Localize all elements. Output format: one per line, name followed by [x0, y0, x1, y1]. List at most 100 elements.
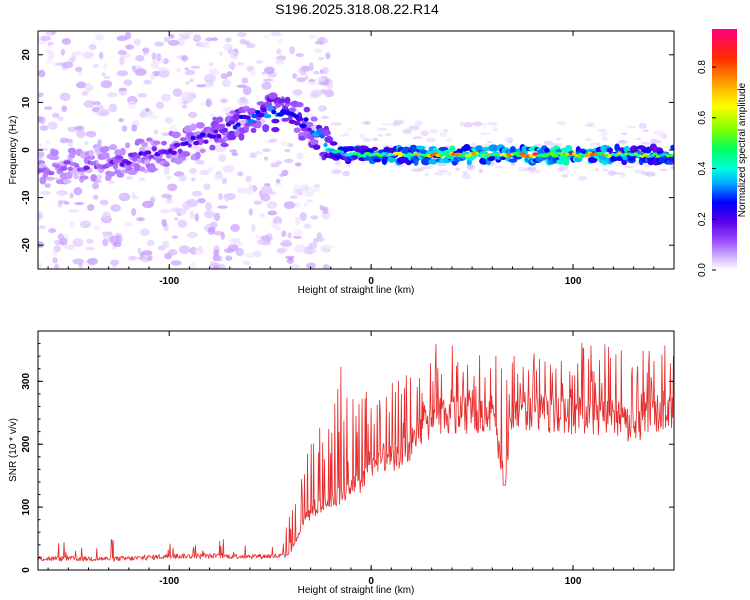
spectrogram-ridge-core	[261, 107, 267, 113]
spectrogram-noise-blob	[156, 66, 168, 72]
spectrogram-noise-blob	[543, 140, 554, 146]
spectrogram-noise-blob	[239, 38, 247, 45]
spectrogram-ridge-blob	[449, 145, 456, 153]
spectrogram-noise-blob	[92, 106, 100, 113]
spectrogram-ridge-blob	[116, 172, 125, 178]
spectrogram-noise-blob	[423, 166, 434, 170]
spectrogram-noise-blob	[311, 249, 317, 253]
spectrogram-noise-blob	[162, 240, 170, 249]
spectrogram-noise-blob	[139, 228, 150, 237]
spectrogram-noise-blob	[148, 115, 159, 120]
spectrogram-noise-blob	[68, 209, 80, 213]
spectrogram-noise-blob	[296, 152, 304, 160]
spectrogram-noise-blob	[138, 177, 146, 182]
spectrogram-noise-blob	[443, 128, 450, 133]
spectrogram-noise-blob	[72, 258, 84, 265]
spectrogram-noise-blob	[131, 65, 137, 72]
spectrogram-noise-blob	[229, 149, 238, 153]
spectrogram-noise-blob	[174, 217, 179, 221]
spectrogram-noise-blob	[331, 169, 343, 174]
spectrogram-noise-blob	[600, 131, 609, 136]
spectrogram-noise-blob	[151, 52, 157, 61]
spectrogram-noise-blob	[213, 249, 220, 257]
spectrogram-noise-blob	[471, 143, 476, 147]
spectrogram-noise-blob	[147, 255, 153, 261]
spectrogram-noise-blob	[164, 200, 175, 205]
spectrogram-noise-blob	[293, 187, 298, 197]
spectrogram-noise-blob	[112, 241, 122, 247]
spectrogram-noise-blob	[142, 52, 149, 56]
spectrogram-noise-blob	[279, 173, 285, 177]
spectrogram-noise-blob	[446, 171, 452, 176]
spectrogram-noise-blob	[280, 140, 288, 147]
spectrogram-noise-blob	[559, 165, 569, 171]
spectrogram-noise-blob	[228, 62, 236, 70]
spectrogram-noise-blob	[103, 76, 111, 79]
spectrogram-noise-blob	[214, 212, 221, 222]
spectrogram-y-tick-label: -20	[21, 238, 32, 253]
spectrogram-noise-blob	[191, 190, 203, 197]
spectrogram-noise-blob	[249, 152, 257, 159]
spectrogram-noise-blob	[217, 205, 229, 209]
spectrogram-noise-blob	[56, 190, 68, 196]
spectrogram-noise-blob	[262, 78, 274, 82]
spectrogram-noise-blob	[278, 37, 283, 44]
spectrogram-ridge-blob	[305, 121, 314, 128]
spectrogram-noise-blob	[38, 143, 43, 147]
spectrogram-ridge-blob	[329, 141, 338, 146]
spectrogram-ridge-core	[551, 154, 559, 158]
spectrogram-noise-blob	[495, 165, 503, 169]
spectrogram-noise-blob	[71, 51, 83, 56]
spectrogram-ridge-blob	[90, 174, 97, 182]
spectrogram-noise-blob	[377, 134, 384, 137]
spectrogram-noise-blob	[293, 202, 301, 208]
spectrogram-noise-blob	[220, 73, 229, 80]
spectrogram-noise-blob	[100, 80, 113, 89]
spectrogram-noise-blob	[252, 250, 262, 258]
spectrogram-ridge-core	[623, 152, 629, 156]
spectrogram-ridge-blob	[544, 147, 550, 153]
spectrogram-noise-blob	[236, 32, 247, 37]
spectrogram-ridge-core	[74, 163, 80, 168]
spectrogram-noise-blob	[163, 166, 170, 176]
colorbar-gradient	[712, 29, 737, 270]
spectrogram-noise-blob	[330, 122, 342, 126]
spectrogram-noise-blob	[510, 162, 515, 167]
spectrogram-noise-blob	[578, 175, 588, 181]
spectrogram-ridge-blob	[195, 122, 205, 129]
spectrogram-noise-blob	[459, 121, 464, 127]
spectrogram-x-axis: -100 0 100	[47, 31, 675, 287]
spectrogram-ridge-blob	[321, 129, 331, 136]
spectrogram-noise-blob	[135, 54, 145, 62]
spectrogram-noise-blob	[167, 183, 178, 192]
spectrogram-noise-blob	[110, 204, 121, 212]
spectrogram-noise-blob	[73, 187, 83, 196]
spectrogram-noise-blob	[203, 210, 215, 219]
spectrogram-noise-blob	[59, 137, 69, 144]
spectrogram-ridge-core	[263, 113, 272, 119]
spectrogram-ridge-blob	[181, 151, 191, 157]
spectrogram-ridge-core	[184, 141, 189, 146]
spectrogram-noise-blob	[213, 230, 224, 236]
spectrogram-ridge-blob	[418, 149, 428, 154]
spectrogram-ridge-blob	[287, 115, 293, 121]
spectrogram-noise-blob	[182, 201, 191, 211]
spectrogram-ridge-blob	[79, 175, 89, 180]
spectrogram-ridge-core	[665, 154, 670, 158]
chart-title: S196.2025.318.08.22.R14	[275, 1, 439, 17]
spectrogram-noise-blob	[127, 100, 136, 110]
spectrogram-noise-blob	[594, 168, 600, 171]
spectrogram-noise-blob	[493, 127, 498, 132]
spectrogram-noise-blob	[472, 121, 483, 127]
spectrogram-noise-blob	[590, 142, 595, 148]
spectrogram-ridge-core	[247, 119, 255, 124]
spectrogram-noise-blob	[518, 166, 527, 172]
spectrogram-noise-blob	[143, 79, 152, 85]
spectrogram-ridge-blob	[409, 144, 418, 153]
spectrogram-noise-blob	[61, 61, 74, 69]
spectrogram-ridge-core	[267, 105, 274, 111]
spectrogram-noise-blob	[82, 51, 94, 59]
spectrogram-noise-blob	[218, 154, 227, 163]
spectrogram-noise-blob	[462, 171, 468, 175]
spectrogram-ridge-blob	[670, 144, 674, 151]
